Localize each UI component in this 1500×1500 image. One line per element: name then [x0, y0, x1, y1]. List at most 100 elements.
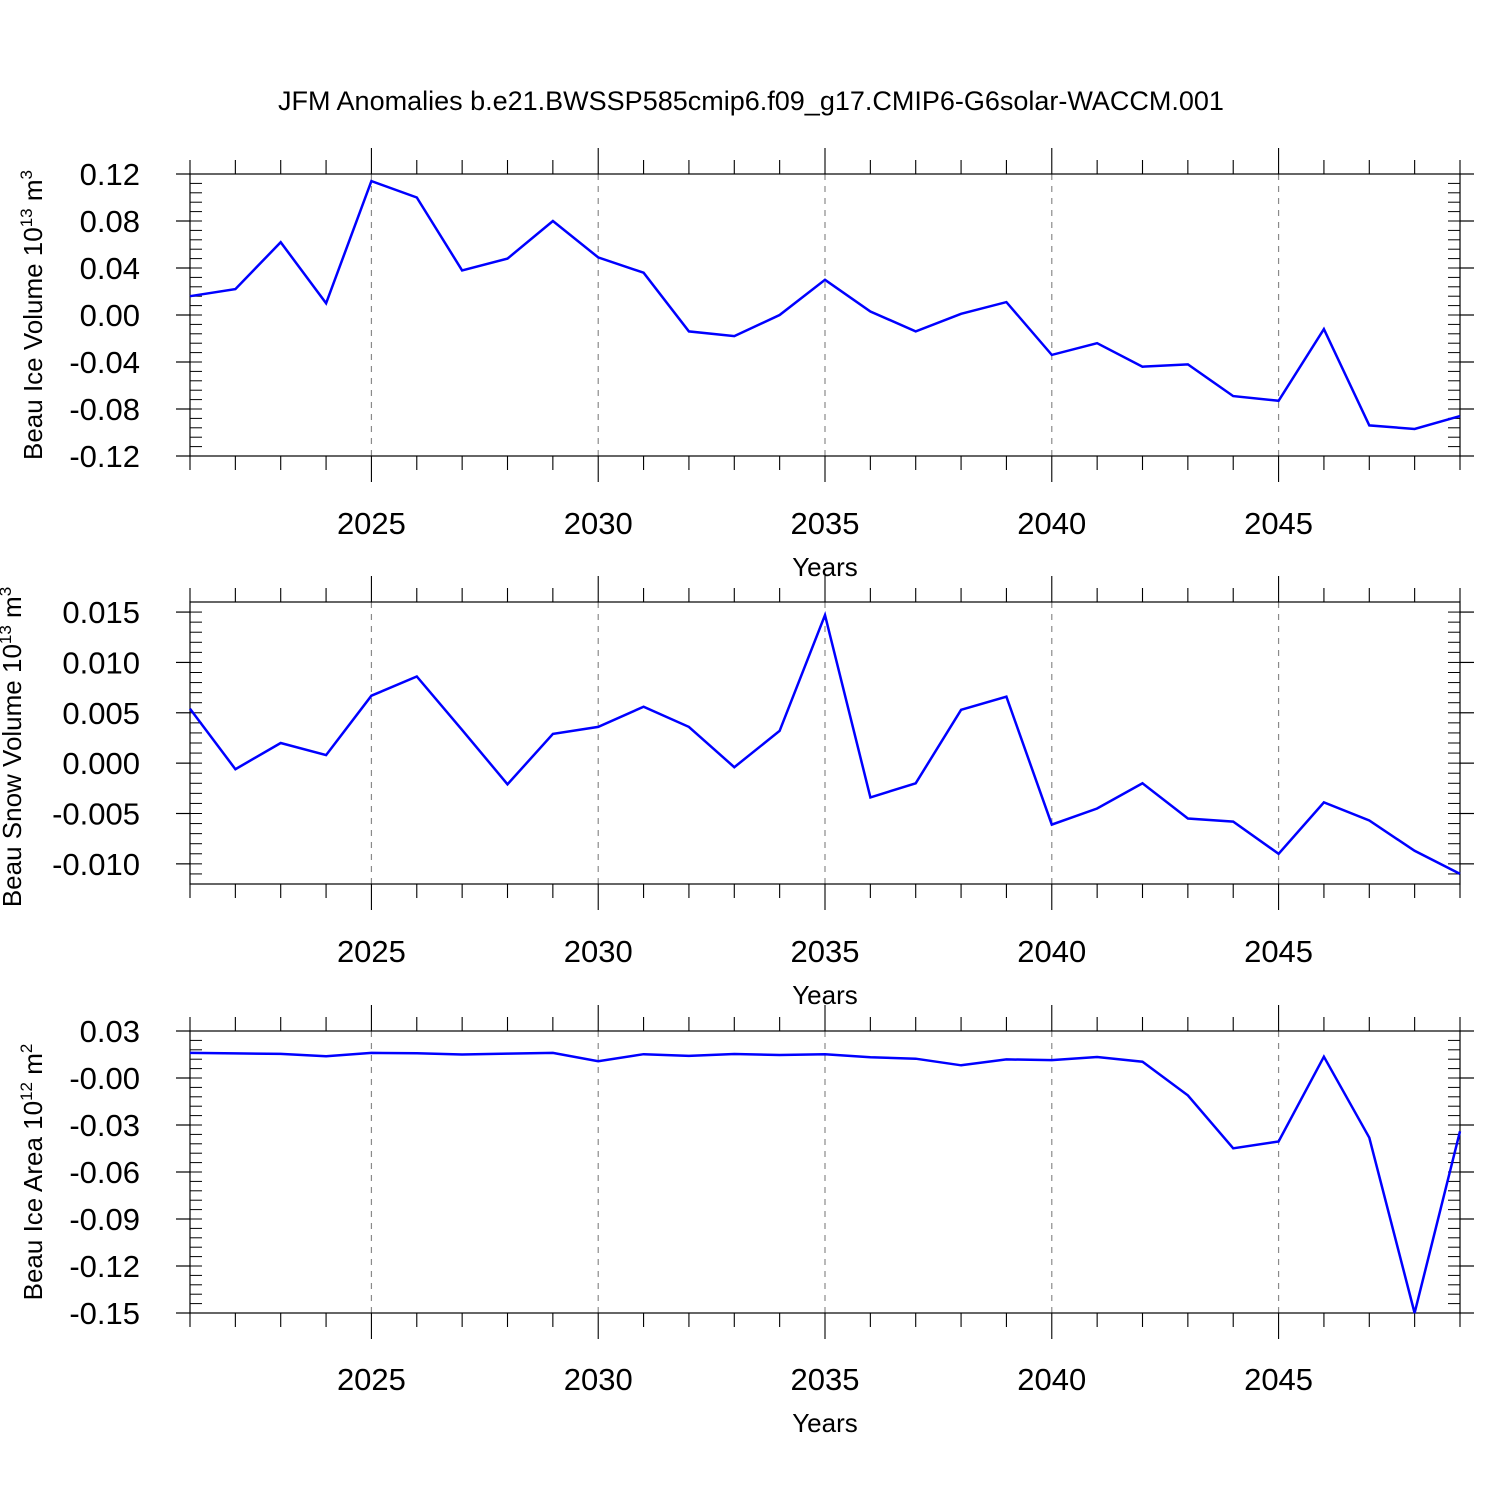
y-tick-label: 0.010: [62, 645, 140, 680]
data-point: [552, 733, 554, 735]
data-point: [1187, 363, 1189, 365]
y-tick-label: -0.09: [69, 1202, 140, 1237]
data-point: [733, 766, 735, 768]
series-line: [189, 1051, 1462, 1314]
data-point: [642, 706, 644, 708]
y-axis-label: Beau Ice Area 1012 m2: [17, 1044, 48, 1301]
data-point: [642, 272, 644, 274]
y-tick-label: 0.03: [80, 1014, 140, 1049]
data-point: [733, 1053, 735, 1055]
data-point: [1141, 782, 1143, 784]
data-point: [869, 310, 871, 312]
data-point: [1232, 820, 1234, 822]
data-point: [506, 257, 508, 259]
data-point: [915, 782, 917, 784]
y-tick-label: -0.010: [52, 847, 140, 882]
data-point: [1232, 1147, 1234, 1149]
data-point: [1232, 395, 1234, 397]
data-point: [1277, 853, 1279, 855]
x-tick-label: 2040: [1017, 506, 1086, 541]
data-point: [688, 1055, 690, 1057]
y-tick-label: 0.000: [62, 746, 140, 781]
data-point: [234, 288, 236, 290]
data-point: [280, 1053, 282, 1055]
y-tick-label: -0.06: [69, 1155, 140, 1190]
data-point: [370, 694, 372, 696]
data-point: [869, 796, 871, 798]
data-point: [1323, 801, 1325, 803]
x-tick-label: 2035: [791, 506, 860, 541]
data-point: [1096, 342, 1098, 344]
data-point: [1096, 807, 1098, 809]
y-axis-label: Beau Ice Volume 1013 m3: [17, 170, 48, 460]
x-tick-label: 2040: [1017, 1362, 1086, 1397]
data-point: [1005, 695, 1007, 697]
x-tick-label: 2035: [791, 934, 860, 969]
data-point: [688, 726, 690, 728]
plot-frame: [189, 601, 1461, 885]
y-tick-label: -0.04: [69, 345, 140, 380]
y-axis-label: Beau Snow Volume 1013 m3: [0, 587, 27, 907]
x-axis-label: Years: [792, 1408, 858, 1438]
data-point: [506, 783, 508, 785]
data-point: [960, 313, 962, 315]
data-point: [189, 295, 191, 297]
x-tick-label: 2030: [564, 934, 633, 969]
data-point: [597, 256, 599, 258]
data-point: [960, 1064, 962, 1066]
data-point: [778, 314, 780, 316]
y-tick-label: -0.08: [69, 392, 140, 427]
x-tick-label: 2030: [564, 1362, 633, 1397]
chart-title: JFM Anomalies b.e21.BWSSP585cmip6.f09_g1…: [0, 86, 1500, 117]
x-tick-label: 2025: [337, 1362, 406, 1397]
data-point: [1459, 873, 1461, 875]
panel-1: -0.12 -0.08 -0.04 0.00 0.04 0.08 0.12 2025 2030 2…: [17, 148, 1474, 582]
data-point: [1323, 328, 1325, 330]
data-point: [325, 1055, 327, 1057]
y-tick-label: 0.12: [80, 157, 140, 192]
data-point: [1277, 400, 1279, 402]
data-point: [461, 1053, 463, 1055]
data-point: [1141, 1061, 1143, 1063]
series-line: [189, 610, 1461, 876]
data-point: [960, 709, 962, 711]
x-tick-label: 2045: [1244, 506, 1313, 541]
data-point: [1005, 301, 1007, 303]
data-point: [1413, 428, 1415, 430]
y-tick-label: -0.15: [69, 1296, 140, 1331]
data-point: [189, 1052, 191, 1054]
data-point: [915, 1058, 917, 1060]
series-line: [189, 179, 1461, 431]
data-point: [1459, 1130, 1461, 1132]
data-point: [370, 1052, 372, 1054]
y-tick-label: -0.12: [69, 1249, 140, 1284]
data-point: [824, 1053, 826, 1055]
data-point: [688, 330, 690, 332]
x-tick-label: 2040: [1017, 934, 1086, 969]
data-point: [1368, 424, 1370, 426]
data-point: [1413, 1312, 1415, 1314]
data-point: [234, 768, 236, 770]
data-point: [189, 708, 191, 710]
panel-2: -0.010 -0.005 0.000 0.005 0.010 0.015 2025 2030…: [0, 576, 1474, 1010]
data-point: [280, 241, 282, 243]
y-tick-label: 0.00: [80, 298, 140, 333]
data-point: [1459, 415, 1461, 417]
plot-frame: [189, 1030, 1461, 1314]
data-point: [597, 1060, 599, 1062]
data-point: [733, 335, 735, 337]
data-point: [1096, 1056, 1098, 1058]
data-point: [1141, 366, 1143, 368]
y-tick-label: 0.08: [80, 204, 140, 239]
y-tick-label: 0.015: [62, 595, 140, 630]
data-point: [1051, 354, 1053, 356]
data-point: [778, 1054, 780, 1056]
data-point: [416, 675, 418, 677]
data-point: [824, 614, 826, 616]
x-tick-label: 2025: [337, 934, 406, 969]
plot-frame: [189, 173, 1461, 457]
data-point: [234, 1052, 236, 1054]
data-point: [1323, 1055, 1325, 1057]
x-tick-label: 2030: [564, 506, 633, 541]
